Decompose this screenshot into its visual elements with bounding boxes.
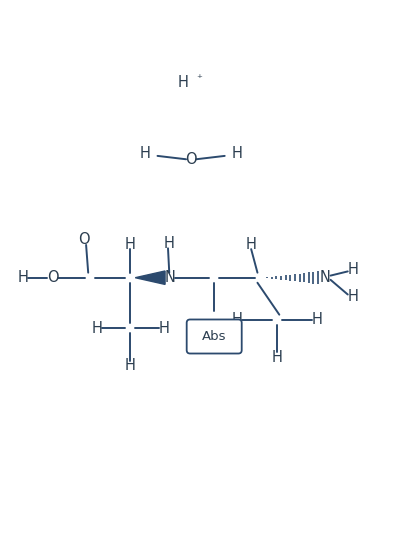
FancyBboxPatch shape [186,319,242,353]
Text: Abs: Abs [202,330,226,343]
Text: H: H [125,237,136,252]
Text: ⁺: ⁺ [197,74,202,84]
Polygon shape [135,271,165,284]
Text: H: H [312,312,323,327]
Text: N: N [320,270,331,285]
Text: O: O [185,152,197,167]
Text: H: H [158,321,169,336]
Text: H: H [18,270,29,285]
Text: H: H [125,358,136,374]
Text: H: H [163,236,174,251]
Text: N: N [165,270,176,285]
Text: O: O [47,270,58,285]
Text: O: O [78,232,90,247]
Text: H: H [246,237,257,252]
Text: H: H [178,75,189,90]
Text: H: H [347,262,358,277]
Text: H: H [91,321,102,336]
Text: H: H [232,312,243,327]
Text: H: H [139,146,150,161]
Text: H: H [347,289,358,304]
Text: H: H [232,146,243,161]
Text: H: H [272,350,283,365]
